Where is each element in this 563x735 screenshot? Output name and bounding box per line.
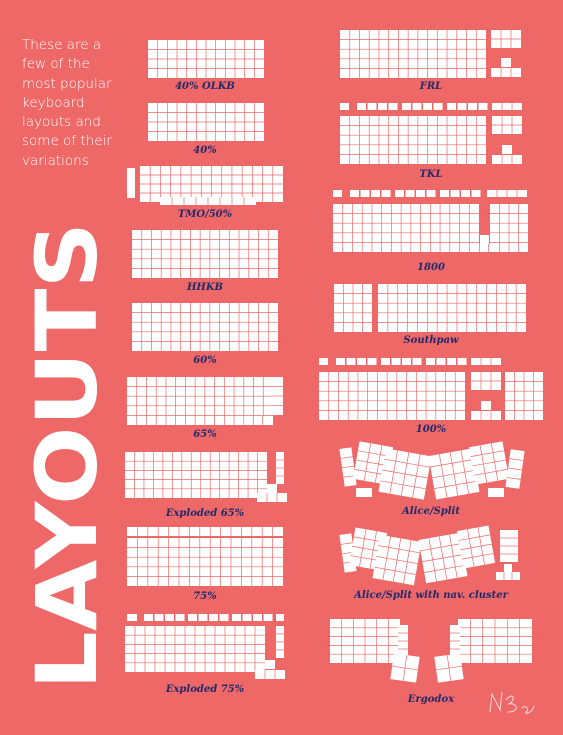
diagram-alice-split-nav	[339, 525, 520, 586]
label-tkl: TKL	[419, 169, 443, 180]
label-alice-split: Alice/Split	[402, 506, 460, 517]
label-exploded-65: Exploded 65%	[165, 508, 245, 519]
diagram-40	[148, 103, 264, 141]
label-ergodox: Ergodox	[407, 694, 455, 705]
label-65: 65%	[193, 429, 217, 440]
intro-text: These are a few of the most popular keyb…	[22, 37, 112, 169]
label-1800: 1800	[417, 262, 445, 273]
diagram-1800	[333, 190, 528, 252]
diagram-exploded-75	[125, 614, 285, 679]
label-40-olkb: 40% OLKB	[175, 81, 235, 92]
label-tmo-50: TMO/50%	[177, 209, 233, 220]
label-40: 40%	[193, 145, 217, 156]
diagram-ergodox	[330, 619, 532, 683]
diagram-tkl	[340, 103, 522, 164]
diagram-tmo-50	[127, 166, 283, 205]
diagram-exploded-65	[125, 452, 287, 502]
label-hhkb: HHKB	[186, 282, 224, 293]
label-60: 60%	[193, 355, 217, 366]
diagram-frl	[340, 30, 521, 78]
diagram-100	[319, 358, 543, 420]
label-75: 75%	[193, 591, 217, 602]
label-southpaw: Southpaw	[403, 335, 459, 346]
label-alice-split-nav: Alice/Split with nav. cluster	[354, 590, 508, 601]
diagram-65	[127, 377, 283, 425]
diagram-southpaw	[334, 284, 526, 332]
diagram-alice-split	[339, 441, 525, 500]
label-frl: FRL	[419, 81, 443, 92]
artist-signature-mark	[489, 691, 535, 714]
diagram-40-olkb	[148, 40, 264, 78]
label-exploded-75: Exploded 75%	[165, 684, 245, 695]
label-100: 100%	[415, 424, 447, 435]
diagram-hhkb	[132, 230, 278, 278]
diagram-75	[127, 527, 283, 586]
diagram-60	[132, 303, 278, 351]
